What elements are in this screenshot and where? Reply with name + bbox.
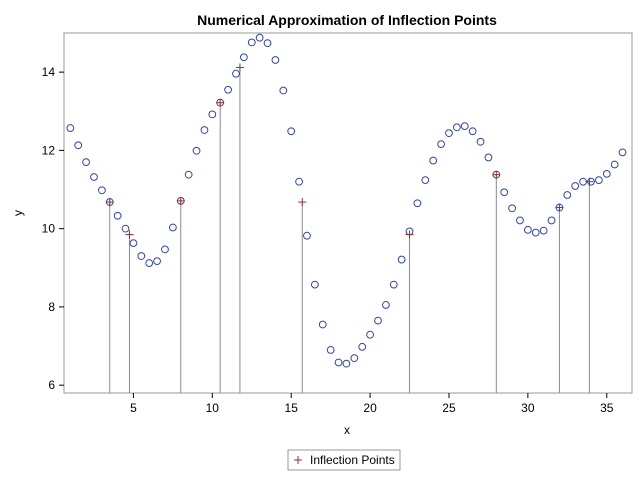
data-point xyxy=(374,316,382,325)
data-point xyxy=(239,53,248,62)
data-point xyxy=(445,129,453,138)
data-point xyxy=(421,176,430,185)
y-tick-label: 8 xyxy=(48,300,55,314)
data-point xyxy=(113,211,122,220)
x-tick-label: 5 xyxy=(130,401,137,415)
data-point xyxy=(271,56,280,64)
data-point xyxy=(153,257,161,266)
data-point xyxy=(161,245,169,254)
data-point xyxy=(500,188,509,197)
data-point xyxy=(523,225,532,234)
data-point xyxy=(200,126,209,134)
data-point xyxy=(602,169,611,178)
data-point xyxy=(303,231,311,240)
x-axis-label: x xyxy=(344,423,350,437)
data-point xyxy=(82,158,90,167)
data-point xyxy=(571,182,580,190)
data-point xyxy=(310,280,319,289)
inflection-point xyxy=(492,170,501,179)
data-point xyxy=(539,226,548,235)
data-point xyxy=(413,199,422,208)
data-point xyxy=(66,124,75,132)
data-point xyxy=(247,38,256,47)
data-point xyxy=(129,239,138,248)
data-point xyxy=(610,160,619,169)
data-point xyxy=(74,141,83,150)
data-point xyxy=(366,330,374,339)
data-point xyxy=(429,156,438,165)
data-point xyxy=(287,127,296,136)
x-tick-label: 20 xyxy=(363,401,377,415)
x-tick-label: 15 xyxy=(285,401,299,415)
data-point xyxy=(358,342,367,351)
inflection-point xyxy=(125,230,134,239)
x-tick-label: 10 xyxy=(206,401,220,415)
data-point xyxy=(460,122,469,131)
drop-lines xyxy=(109,67,590,393)
data-point xyxy=(516,216,524,225)
data-point xyxy=(618,148,627,157)
legend-box xyxy=(287,449,401,471)
data-point xyxy=(452,123,461,132)
data-point xyxy=(184,170,193,179)
chart-title: Numerical Approximation of Inflection Po… xyxy=(197,12,497,28)
data-point xyxy=(232,69,240,78)
x-tick-label: 25 xyxy=(442,401,456,415)
inflection-point xyxy=(555,203,564,212)
data-point xyxy=(594,176,603,185)
data-point xyxy=(476,137,485,146)
x-axis: 5 10 15 20 25 30 35 xyxy=(130,393,614,415)
inflection-point xyxy=(235,63,244,72)
data-point xyxy=(397,255,406,264)
x-tick-label: 30 xyxy=(521,401,535,415)
data-point xyxy=(437,140,445,149)
data-point xyxy=(97,186,106,195)
data-point xyxy=(121,224,130,233)
data-points xyxy=(66,33,627,368)
data-point xyxy=(508,204,516,213)
inflection-point xyxy=(176,196,185,205)
data-point xyxy=(137,252,146,260)
y-tick-label: 14 xyxy=(42,65,56,79)
data-point xyxy=(381,301,390,309)
inflection-point xyxy=(405,230,414,239)
inflection-point xyxy=(216,98,225,107)
data-point xyxy=(389,280,398,289)
data-point xyxy=(90,173,98,181)
data-point xyxy=(334,358,343,367)
data-point xyxy=(350,354,359,363)
y-tick-label: 6 xyxy=(48,378,55,392)
data-point xyxy=(531,228,540,237)
inflection-markers xyxy=(105,63,594,239)
y-axis: 6 8 10 12 14 xyxy=(42,65,64,392)
data-point xyxy=(192,146,201,155)
data-point xyxy=(547,216,556,225)
legend-label: Inflection Points xyxy=(310,453,395,467)
y-tick-label: 10 xyxy=(42,222,56,236)
inflection-point xyxy=(298,198,307,207)
data-point xyxy=(224,85,232,94)
x-tick-label: 35 xyxy=(600,401,614,415)
legend-plus-icon xyxy=(294,456,302,464)
data-point xyxy=(168,223,177,232)
inflection-point xyxy=(585,177,594,186)
y-tick-label: 12 xyxy=(42,143,56,157)
data-point xyxy=(563,191,572,199)
data-point xyxy=(255,33,264,42)
data-point xyxy=(318,320,327,329)
data-point xyxy=(145,259,154,267)
legend: Inflection Points xyxy=(287,449,401,471)
data-point xyxy=(263,39,272,48)
data-point xyxy=(484,153,493,162)
y-axis-label: y xyxy=(11,210,25,216)
data-point xyxy=(468,127,477,136)
plot-area xyxy=(63,32,633,394)
data-point xyxy=(326,346,335,354)
data-point xyxy=(295,177,303,186)
data-point xyxy=(208,110,217,119)
inflection-point xyxy=(105,198,114,207)
data-point xyxy=(279,86,288,95)
data-point xyxy=(342,359,351,368)
